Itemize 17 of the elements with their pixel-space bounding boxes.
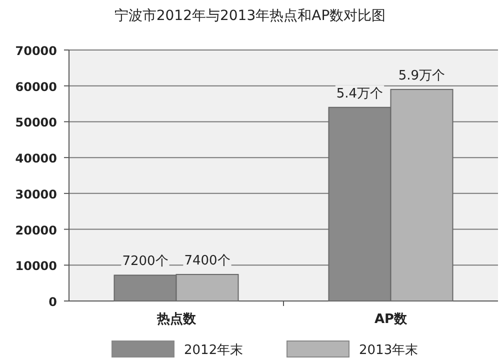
y-tick-label: 50000	[15, 116, 57, 130]
y-tick-label: 30000	[15, 187, 57, 202]
annotation: 7200个	[122, 254, 168, 270]
y-tick-label: 20000	[15, 223, 57, 238]
y-tick-label: 60000	[15, 80, 57, 94]
annotation: 5.4万个	[336, 86, 384, 102]
legend-label: 2013年末	[359, 343, 418, 358]
title: 宁波市2012年与2013年热点和AP数对比图	[114, 8, 386, 24]
x-tick-label: 热点数	[156, 311, 197, 327]
y-tick-label: 0	[48, 295, 57, 309]
legend-label: 2012年末	[184, 343, 244, 358]
annotation: 7400个	[184, 253, 230, 268]
y-tick-label: 40000	[15, 152, 57, 166]
x-tick-label: AP数	[374, 312, 408, 327]
y-tick-label: 70000	[15, 44, 57, 58]
annotation: 5.9万个	[398, 68, 446, 84]
y-tick-label: 10000	[15, 259, 57, 274]
